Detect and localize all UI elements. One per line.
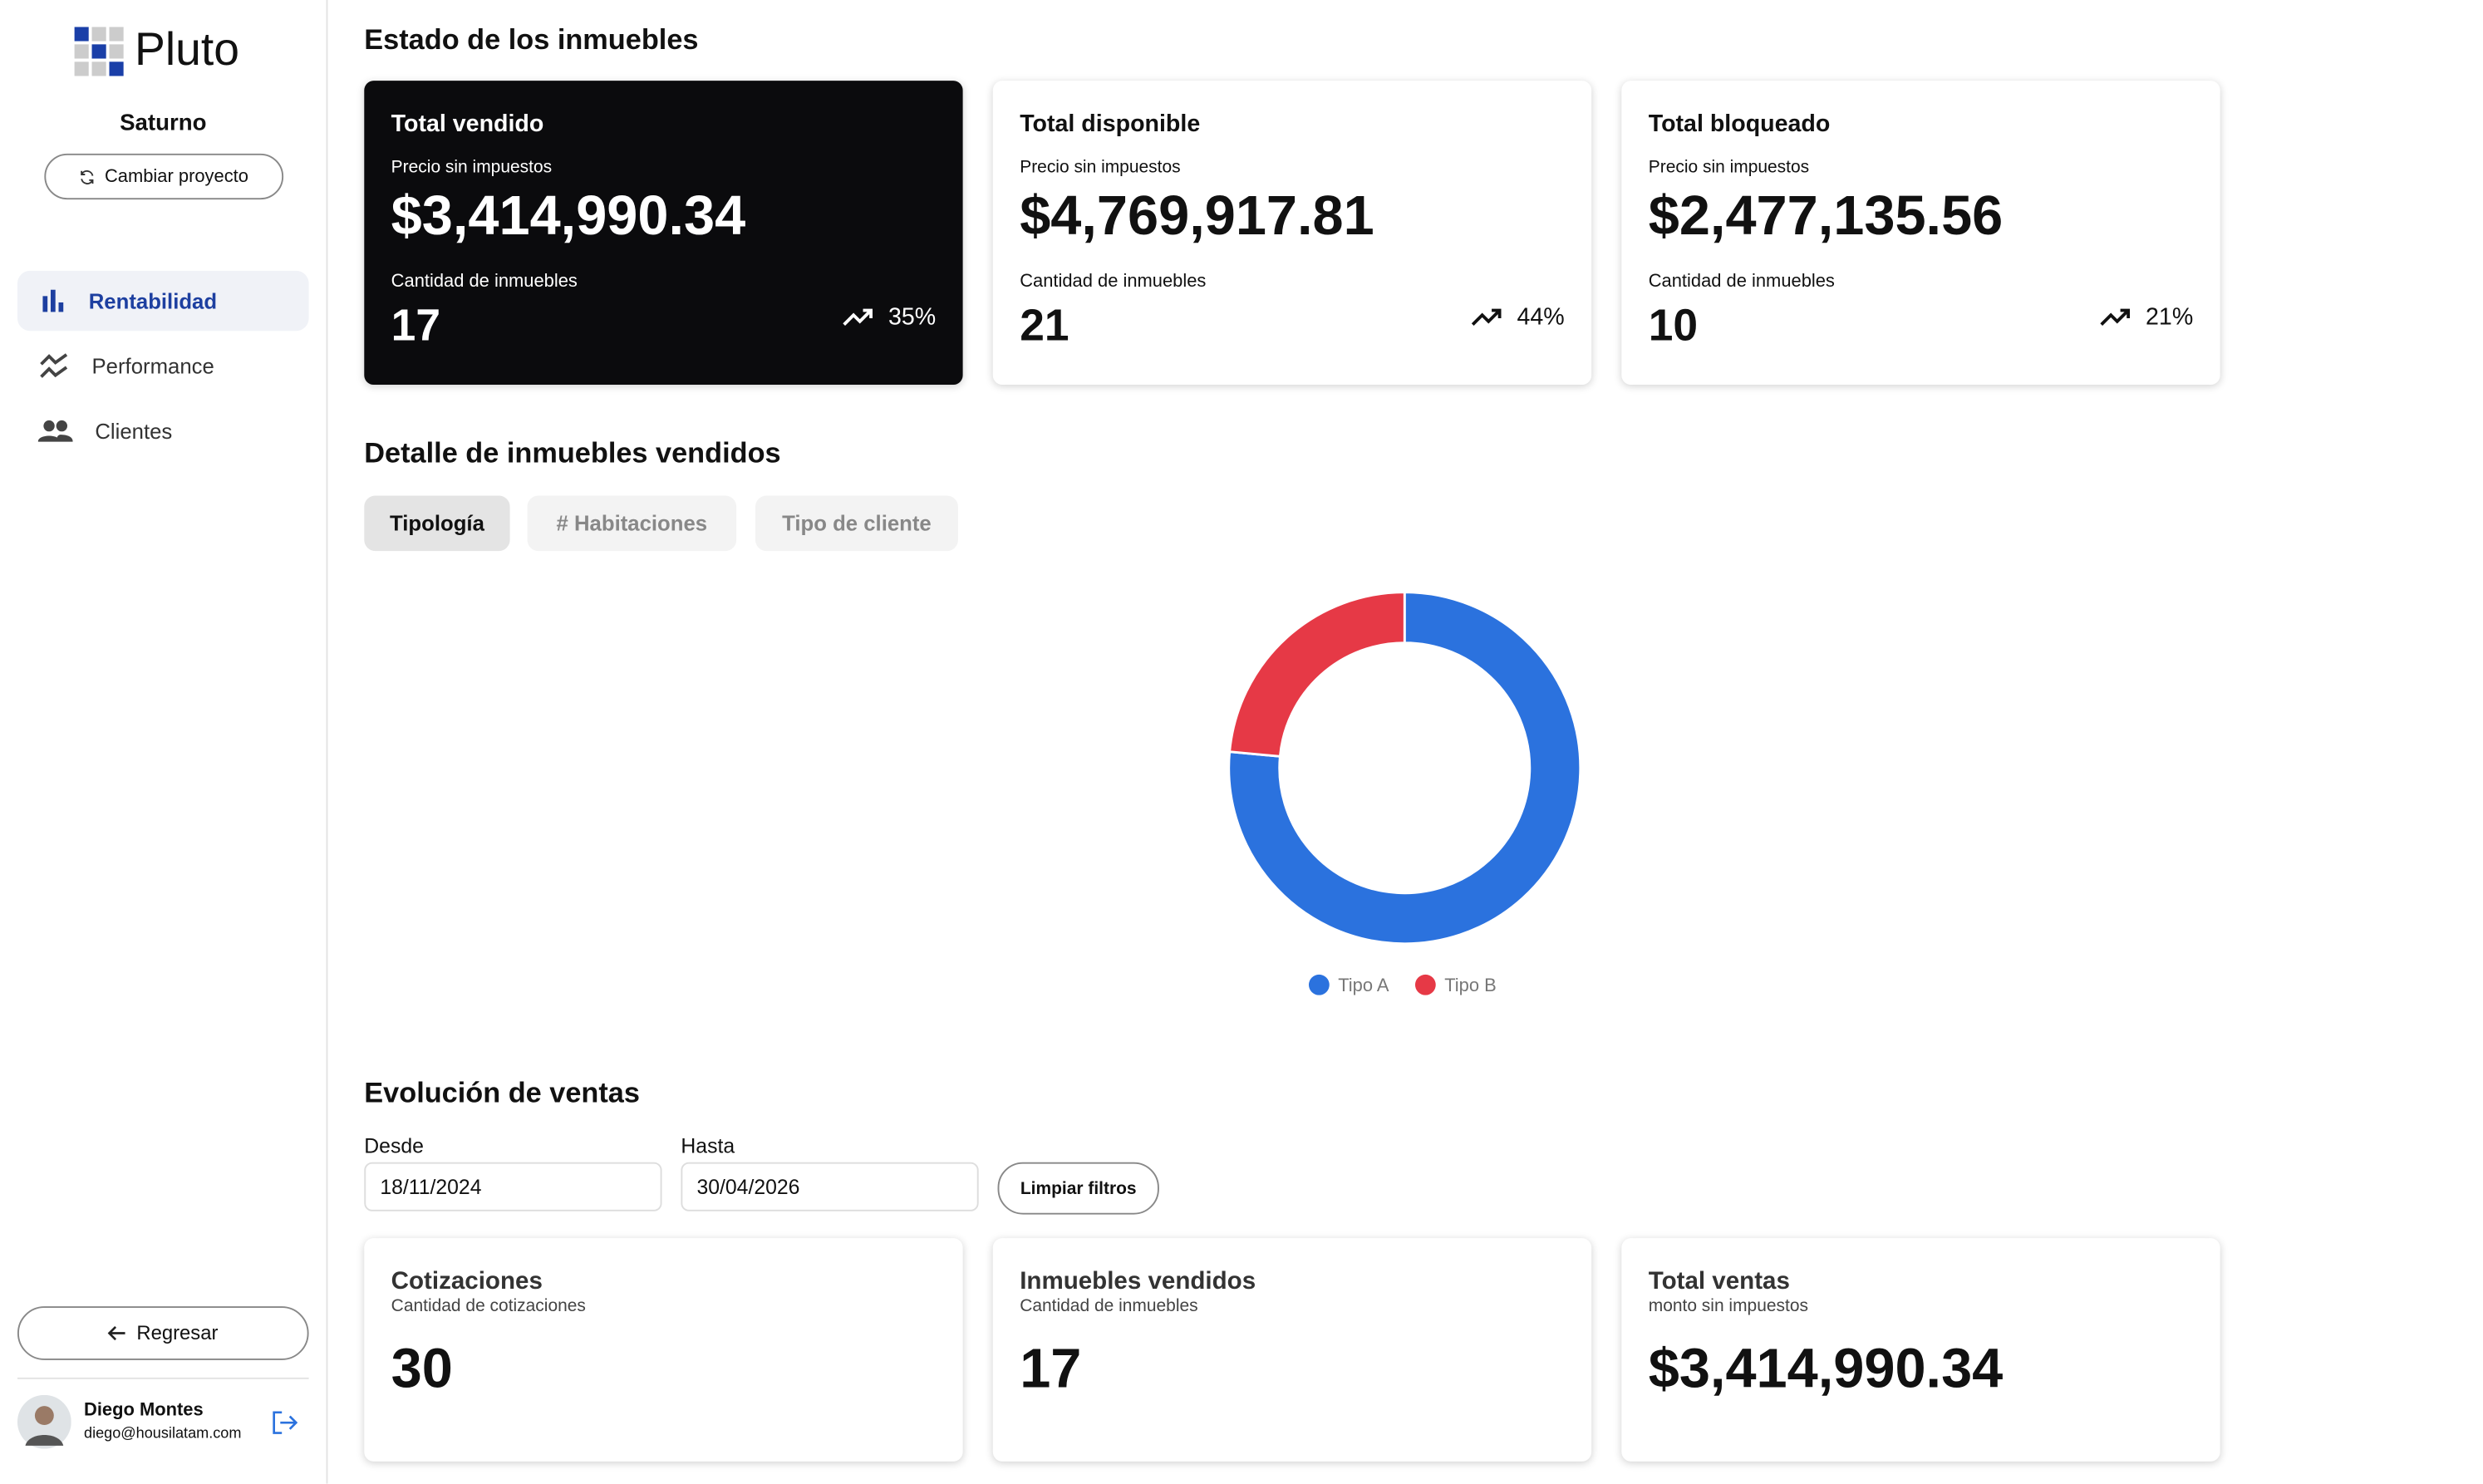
card-title: Total bloqueado	[1648, 111, 1831, 138]
people-icon	[37, 420, 73, 442]
metric-card: Inmuebles vendidos Cantidad de inmuebles 1…	[992, 1238, 1592, 1462]
nav-item[interactable]: Performance	[17, 336, 309, 396]
donut-chart: Tipo A Tipo B	[1227, 591, 1582, 995]
trend-icon	[843, 308, 873, 326]
divider	[17, 1377, 309, 1379]
card-title: Total ventas	[1648, 1268, 1790, 1295]
nav-label: Performance	[91, 353, 214, 378]
legend-swatch	[1414, 974, 1436, 995]
card-title: Total disponible	[1020, 111, 1201, 138]
card-subtitle: monto sin impuestos	[1648, 1296, 1808, 1316]
count: 10	[1648, 301, 1699, 351]
price: $3,414,990.34	[391, 184, 746, 248]
count: 21	[1020, 301, 1069, 351]
tab[interactable]: Tipo de cliente	[755, 495, 958, 552]
tab[interactable]: # Habitaciones	[527, 495, 737, 552]
price-label: Precio sin impuestos	[1020, 158, 1181, 178]
logo-icon	[74, 27, 124, 76]
metric-value: 17	[1020, 1338, 1082, 1400]
legend-swatch	[1308, 974, 1330, 995]
count-label: Cantidad de inmuebles	[1020, 272, 1207, 292]
sidebar: Pluto Saturno Cambiar proyecto Rentabili…	[0, 0, 328, 1484]
trend-icon	[1471, 308, 1502, 326]
brand: Pluto	[134, 25, 239, 76]
trend-icon	[2100, 308, 2131, 326]
count-label: Cantidad de inmuebles	[1648, 272, 1835, 292]
legend-label: Tipo A	[1338, 975, 1389, 995]
metric-value: $3,414,990.34	[1648, 1338, 2004, 1400]
avatar	[17, 1394, 71, 1449]
metric-card: Total ventas monto sin impuestos $3,414,99…	[1621, 1238, 2220, 1462]
arrow-icon	[108, 1325, 126, 1341]
button-label: Regresar	[136, 1322, 219, 1344]
donut-segment	[1227, 591, 1582, 946]
legend-label: Tipo B	[1444, 975, 1497, 995]
card-title: Total vendido	[391, 111, 544, 138]
metric-value: 30	[391, 1338, 453, 1400]
status-card: Total bloqueado Precio sin impuestos $2,47…	[1621, 81, 2220, 386]
card-title: Cotizaciones	[391, 1268, 543, 1295]
count-label: Cantidad de inmuebles	[391, 272, 578, 292]
date-input[interactable]: 18/11/2024	[364, 1162, 662, 1211]
card-title: Inmuebles vendidos	[1020, 1268, 1256, 1295]
bar-icon	[42, 289, 64, 312]
price-label: Precio sin impuestos	[1648, 158, 1810, 178]
count: 17	[391, 301, 441, 351]
metric-card: Cotizaciones Cantidad de cotizaciones 30	[364, 1238, 963, 1462]
performance-icon	[40, 353, 68, 378]
nav-item[interactable]: Rentabilidad	[17, 270, 309, 332]
section-title: Evolución de ventas	[364, 1076, 640, 1108]
project-name: Saturno	[120, 111, 207, 136]
clear-filters-button[interactable]: Limpiar filtros	[997, 1162, 1159, 1215]
date-input[interactable]: 30/04/2026	[681, 1162, 979, 1211]
change: 21%	[2146, 303, 2194, 332]
user-email: diego@housilatam.com	[83, 1425, 242, 1443]
user-name: Diego Montes	[83, 1401, 204, 1421]
status-card: Total disponible Precio sin impuestos $4,7…	[992, 81, 1592, 386]
status-card: Total vendido Precio sin impuestos $3,414,…	[364, 81, 963, 386]
back-button[interactable]: Regresar	[17, 1306, 309, 1360]
nav-label: Clientes	[95, 419, 173, 443]
change-project-button[interactable]: Cambiar proyecto	[44, 153, 284, 200]
tab[interactable]: Tipología	[364, 495, 510, 552]
section-title: Detalle de inmuebles vendidos	[364, 436, 781, 469]
price: $2,477,135.56	[1648, 184, 2004, 248]
nav-label: Rentabilidad	[88, 288, 218, 313]
price-label: Precio sin impuestos	[391, 158, 553, 178]
field-label: Desde	[364, 1133, 424, 1157]
card-subtitle: Cantidad de inmuebles	[1020, 1296, 1198, 1316]
donut-segment	[1228, 591, 1406, 758]
change: 44%	[1517, 303, 1565, 332]
section-title: Estado de los inmuebles	[364, 23, 699, 56]
change: 35%	[887, 303, 937, 332]
field-label: Hasta	[681, 1133, 735, 1157]
price: $4,769,917.81	[1020, 184, 1374, 248]
button-label: Cambiar proyecto	[104, 167, 248, 186]
nav-item[interactable]: Clientes	[17, 400, 309, 460]
logout-icon[interactable]	[273, 1411, 298, 1435]
refresh-icon	[81, 170, 94, 184]
card-subtitle: Cantidad de cotizaciones	[391, 1296, 586, 1316]
